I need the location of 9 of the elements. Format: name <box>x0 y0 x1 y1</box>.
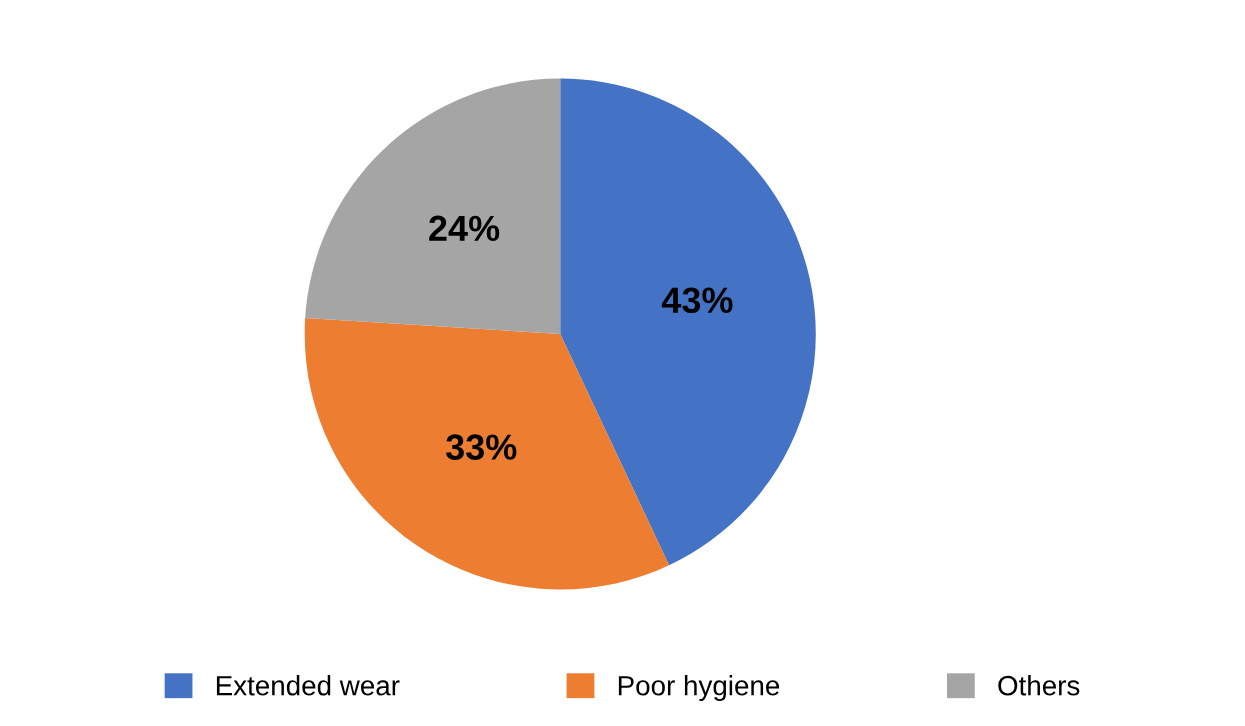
pie-slice <box>304 317 670 590</box>
legend-label: Others <box>998 675 1080 696</box>
legend-label: Extended wear <box>216 675 400 696</box>
pie-slice <box>305 78 561 334</box>
data-label: 43% <box>661 287 733 314</box>
legend-label: Poor hygiene <box>618 675 780 701</box>
data-label: 33% <box>445 434 517 460</box>
data-label: 24% <box>429 215 500 242</box>
pie-slice <box>560 78 816 566</box>
